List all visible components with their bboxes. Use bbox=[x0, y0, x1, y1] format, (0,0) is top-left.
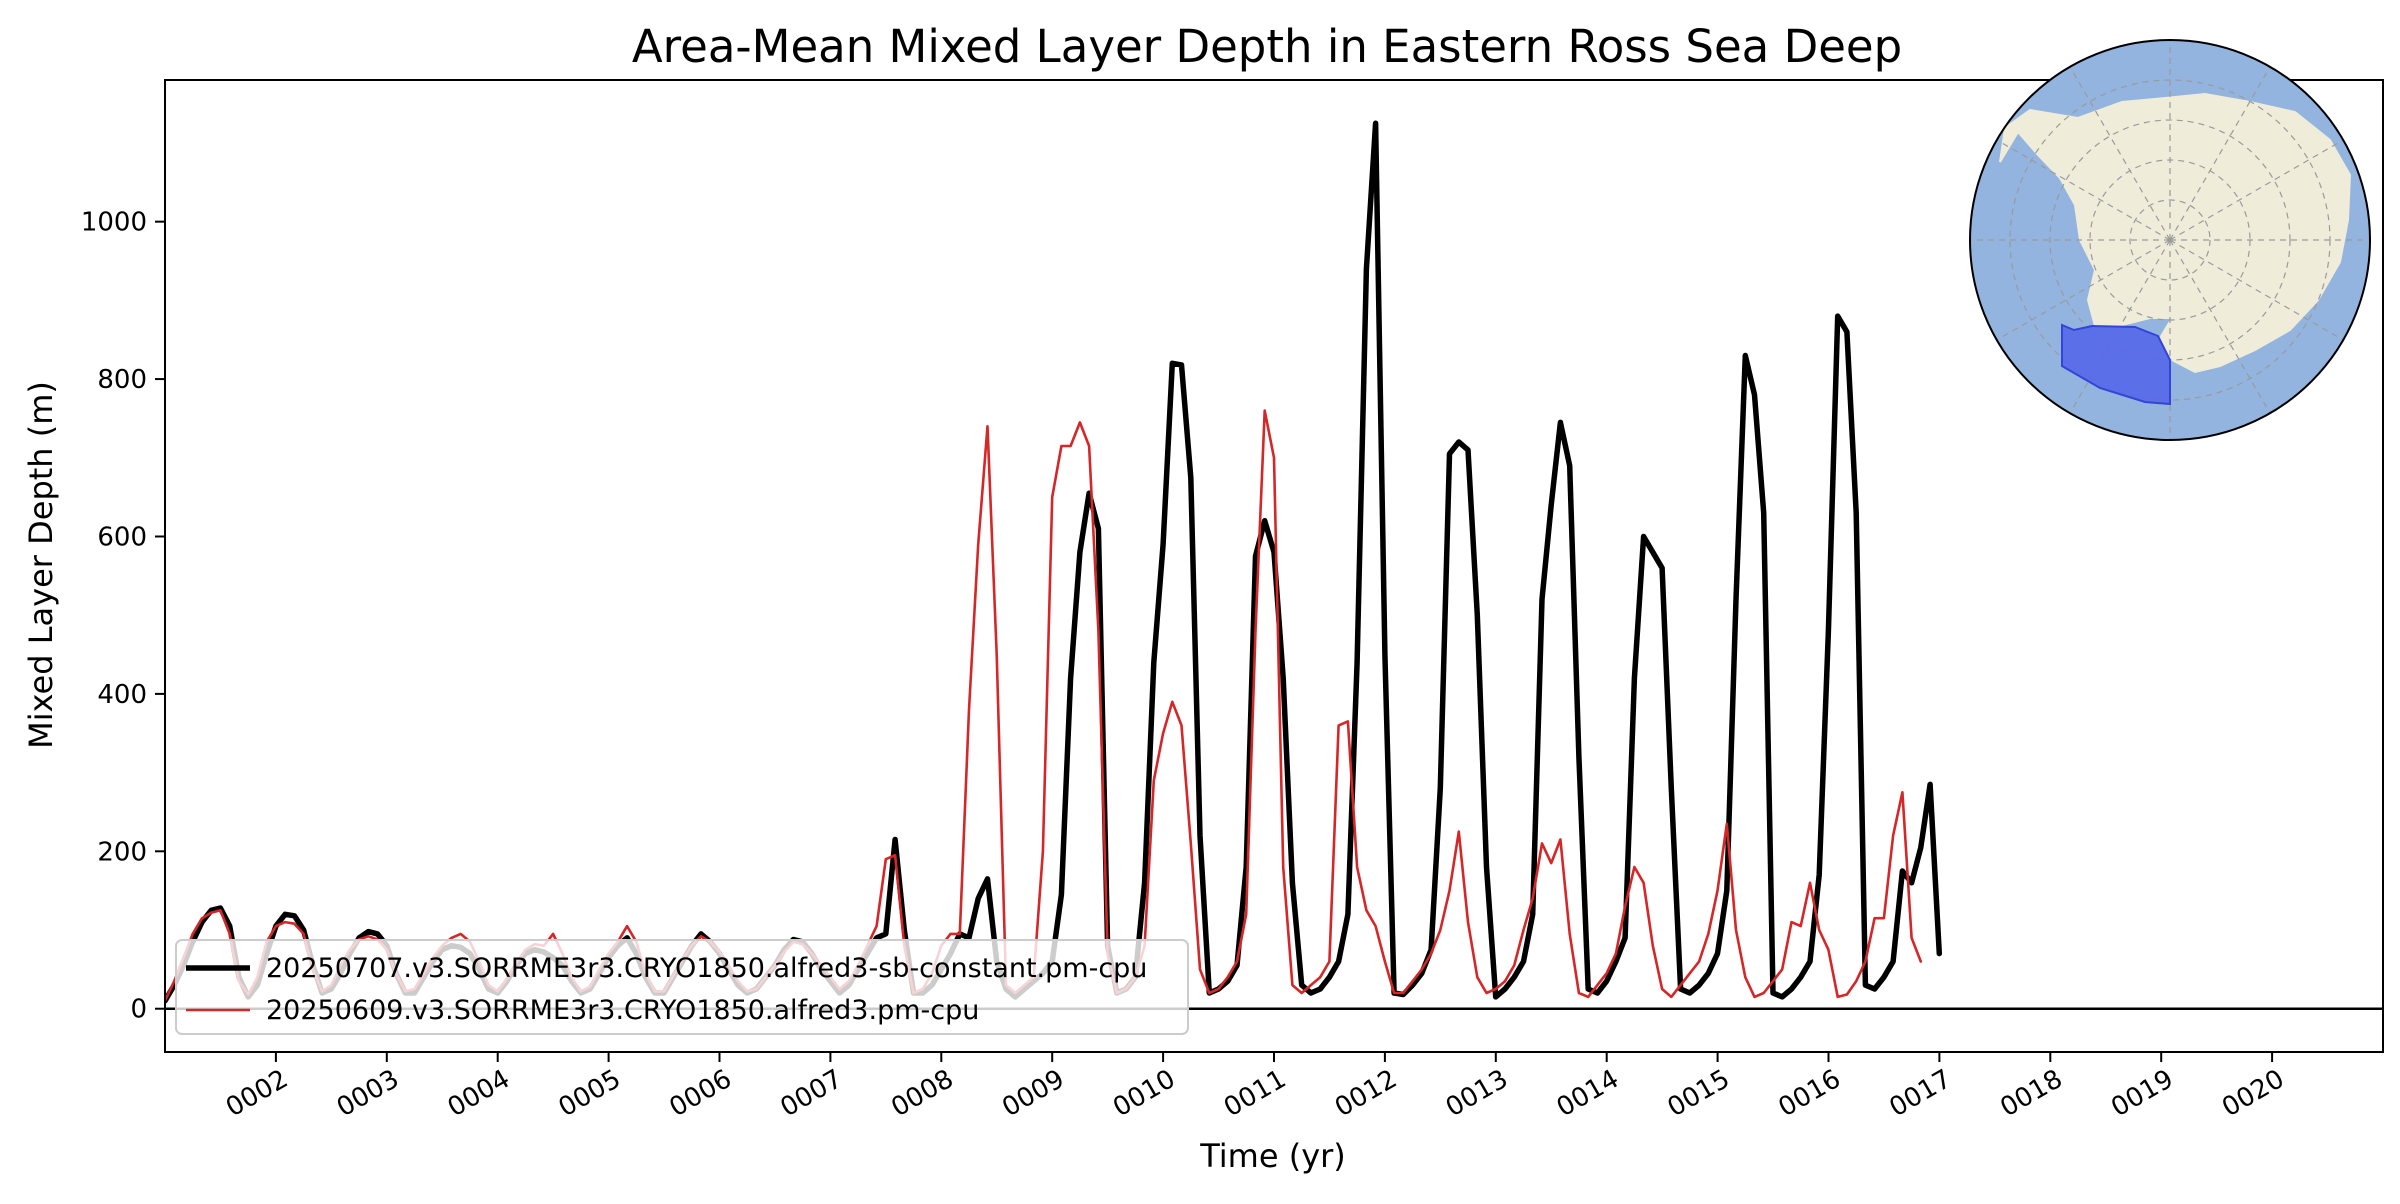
antarctica-landmass bbox=[1999, 92, 2352, 374]
x-tick-label: 0006 bbox=[665, 1064, 737, 1123]
x-tick-label: 0011 bbox=[1219, 1064, 1291, 1123]
x-tick-label: 0013 bbox=[1441, 1064, 1513, 1123]
legend-box bbox=[175, 939, 1189, 1035]
x-tick-label: 0012 bbox=[1330, 1064, 1402, 1123]
y-tick-label: 800 bbox=[97, 365, 147, 395]
series-line-2 bbox=[165, 409, 1923, 1003]
y-tick-label: 200 bbox=[97, 837, 147, 867]
x-tick-label: 0010 bbox=[1108, 1064, 1180, 1123]
graticule-meridian bbox=[2169, 66, 2271, 241]
legend: 20250707.v3.SORRME3r3.CRYO1850.alfred3-s… bbox=[175, 939, 1189, 1035]
x-tick-label: 0009 bbox=[997, 1064, 1069, 1123]
x-tick-label: 0014 bbox=[1552, 1064, 1624, 1123]
inset-globe-border bbox=[1969, 39, 2371, 441]
chart-title: Area-Mean Mixed Layer Depth in Eastern R… bbox=[632, 20, 1902, 73]
x-tick-label: 0018 bbox=[1995, 1064, 2067, 1123]
inset-contents bbox=[1970, 40, 2370, 440]
y-tick-label: 1000 bbox=[81, 208, 147, 238]
x-axis-label: Time (yr) bbox=[1199, 1137, 1346, 1175]
x-tick-label: 0017 bbox=[1884, 1064, 1956, 1123]
series-line-1 bbox=[165, 120, 1943, 1004]
graticule-meridian bbox=[2169, 239, 2344, 341]
x-tick-label: 0007 bbox=[775, 1064, 847, 1123]
graticule-meridian bbox=[2169, 139, 2344, 241]
series-group bbox=[165, 120, 1943, 1004]
graticule-meridian bbox=[1996, 239, 2171, 341]
x-tick-label: 0015 bbox=[1663, 1064, 1735, 1123]
y-tick-label: 600 bbox=[97, 522, 147, 552]
x-tick-label: 0003 bbox=[332, 1064, 404, 1123]
x-tick-label: 0016 bbox=[1774, 1064, 1846, 1123]
y-tick-label: 400 bbox=[97, 680, 147, 710]
graticule-circle bbox=[2129, 199, 2211, 281]
graticule-meridian bbox=[2069, 66, 2171, 241]
legend-entry-label: 20250707.v3.SORRME3r3.CRYO1850.alfred3-s… bbox=[266, 953, 1147, 984]
graticule-meridian bbox=[2169, 239, 2271, 414]
x-tick-label: 0020 bbox=[2217, 1064, 2289, 1123]
x-tick-label: 0008 bbox=[886, 1064, 958, 1123]
x-tick-label: 0004 bbox=[443, 1064, 515, 1123]
x-tick-label: 0002 bbox=[221, 1064, 293, 1123]
x-tick-label: 0019 bbox=[2106, 1064, 2178, 1123]
y-tick-label: 0 bbox=[130, 995, 147, 1025]
antarctic-inset-map bbox=[1969, 39, 2371, 441]
y-axis-label: Mixed Layer Depth (m) bbox=[22, 381, 60, 749]
x-tick-label: 0005 bbox=[554, 1064, 626, 1123]
legend-entry-label: 20250609.v3.SORRME3r3.CRYO1850.alfred3.p… bbox=[266, 995, 979, 1026]
graticule-meridian bbox=[1996, 139, 2171, 241]
highlighted-region bbox=[2061, 323, 2171, 406]
